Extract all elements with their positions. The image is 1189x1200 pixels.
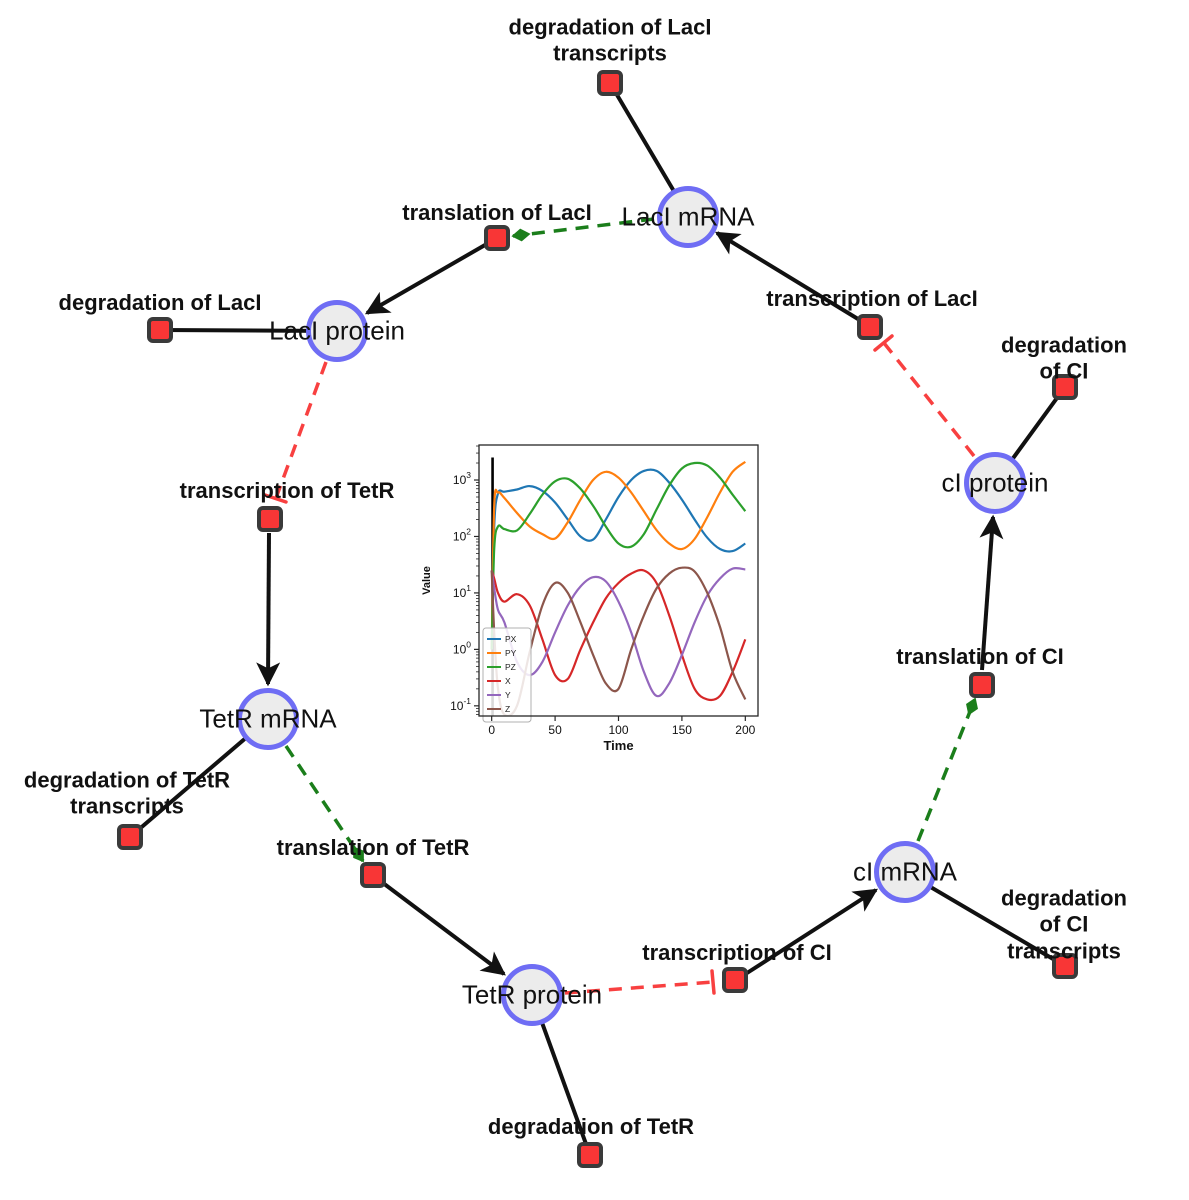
reaction-node-deg-tetr bbox=[577, 1142, 603, 1168]
svg-text:150: 150 bbox=[672, 723, 692, 737]
edge-tetr-mrna-modifies-translation bbox=[284, 745, 365, 863]
species-label-laci-protein: LacI protein bbox=[269, 315, 405, 346]
tee-inhibition-transcription-ci bbox=[710, 969, 716, 995]
edge-tetr-protein-inhibits-transcription-ci bbox=[564, 980, 714, 995]
reaction-label-transcription-laci: transcription of LacI bbox=[766, 285, 978, 311]
inset-timeseries-chart: PX PY PZ X Y Z 0 50 100 150 200 10-1 100 101 102 103 Val… bbox=[420, 438, 782, 768]
svg-text:10-1: 10-1 bbox=[450, 696, 471, 713]
species-label-laci-mrna: LacI mRNA bbox=[621, 201, 755, 232]
reaction-label-deg-tetr: degradation of TetR bbox=[487, 1113, 695, 1139]
svg-text:Y: Y bbox=[505, 690, 511, 700]
reaction-label-translation-laci: translation of LacI bbox=[402, 199, 592, 225]
reaction-node-transcription-ci bbox=[722, 967, 748, 993]
edge-ci-mrna-modifies-translation bbox=[916, 697, 978, 842]
reaction-label-transcription-ci: transcription of CI bbox=[642, 939, 832, 965]
svg-text:100: 100 bbox=[453, 639, 471, 656]
reaction-label-transcription-tetr: transcription of TetR bbox=[179, 477, 395, 503]
reaction-node-deg-ci-transcripts bbox=[1052, 953, 1078, 979]
reaction-node-translation-tetr bbox=[360, 862, 386, 888]
reaction-node-transcription-laci bbox=[857, 314, 883, 340]
species-label-tetr-protein: TetR protein bbox=[461, 979, 603, 1010]
edge-transcription-laci-to-laci-mrna bbox=[714, 231, 860, 321]
chart-ylabel: Value bbox=[421, 566, 433, 595]
svg-text:Z: Z bbox=[505, 704, 510, 714]
reaction-node-deg-laci bbox=[147, 317, 173, 343]
species-node-ci-protein bbox=[964, 452, 1026, 514]
reaction-label-deg-ci: degradation of CI bbox=[1001, 332, 1127, 384]
edge-transcription-ci-to-ci-mrna bbox=[745, 888, 879, 975]
reaction-label-deg-laci-transcripts: degradation of LacI transcripts bbox=[508, 14, 712, 66]
series-PY bbox=[490, 460, 746, 650]
svg-text:PZ: PZ bbox=[505, 662, 516, 672]
reaction-label-deg-laci: degradation of LacI bbox=[58, 289, 262, 315]
edge-laci-protein-inhibits-transcription-tetr bbox=[274, 361, 328, 499]
svg-text:103: 103 bbox=[453, 470, 471, 487]
species-node-ci-mrna bbox=[874, 841, 936, 903]
reaction-node-deg-laci-transcripts bbox=[597, 70, 623, 96]
svg-text:PY: PY bbox=[505, 648, 517, 658]
svg-text:100: 100 bbox=[608, 723, 628, 737]
svg-text:200: 200 bbox=[735, 723, 755, 737]
edge-translation-ci-to-ci-protein bbox=[979, 514, 1004, 671]
series-X bbox=[490, 568, 747, 702]
reaction-label-translation-ci: translation of CI bbox=[896, 643, 1064, 669]
svg-text:X: X bbox=[505, 676, 511, 686]
chart-xlabel: Time bbox=[603, 738, 633, 753]
edge-translation-tetr-to-tetr-protein bbox=[381, 881, 506, 976]
tee-inhibition-transcription-laci bbox=[873, 334, 894, 352]
species-node-tetr-protein bbox=[501, 964, 563, 1026]
reaction-node-transcription-tetr bbox=[257, 506, 283, 532]
species-node-laci-mrna bbox=[657, 186, 719, 248]
species-label-ci-protein: cI protein bbox=[941, 467, 1049, 498]
svg-text:0: 0 bbox=[488, 723, 495, 737]
species-node-laci-protein bbox=[306, 300, 368, 362]
reaction-node-deg-ci bbox=[1052, 374, 1078, 400]
chart-legend bbox=[482, 627, 532, 723]
reaction-label-translation-tetr: translation of TetR bbox=[276, 834, 470, 860]
svg-text:101: 101 bbox=[453, 583, 471, 600]
reaction-label-deg-ci-transcripts: degradation of CI transcripts bbox=[1001, 885, 1127, 964]
svg-text:50: 50 bbox=[548, 723, 562, 737]
species-node-tetr-mrna bbox=[237, 688, 299, 750]
svg-text:102: 102 bbox=[453, 526, 471, 543]
series-PZ bbox=[490, 461, 747, 650]
edge-ci-protein-inhibits-transcription-laci bbox=[882, 341, 976, 458]
edge-laci-mrna-modifies-translation bbox=[511, 217, 655, 242]
edge-transcription-tetr-to-tetr-mrna bbox=[256, 532, 281, 687]
species-label-tetr-mrna: TetR mRNA bbox=[199, 703, 337, 734]
tee-inhibition-transcription-tetr bbox=[263, 493, 288, 504]
reaction-label-deg-tetr-transcripts: degradation of TetR transcripts bbox=[23, 767, 231, 819]
reaction-node-deg-tetr-transcripts bbox=[117, 824, 143, 850]
reaction-node-translation-ci bbox=[969, 672, 995, 698]
reaction-node-translation-laci bbox=[484, 225, 510, 251]
species-label-ci-mrna: cI mRNA bbox=[853, 856, 957, 887]
edge-translation-laci-to-laci-protein bbox=[364, 243, 486, 315]
svg-text:PX: PX bbox=[505, 634, 517, 644]
series-PX bbox=[490, 468, 746, 650]
